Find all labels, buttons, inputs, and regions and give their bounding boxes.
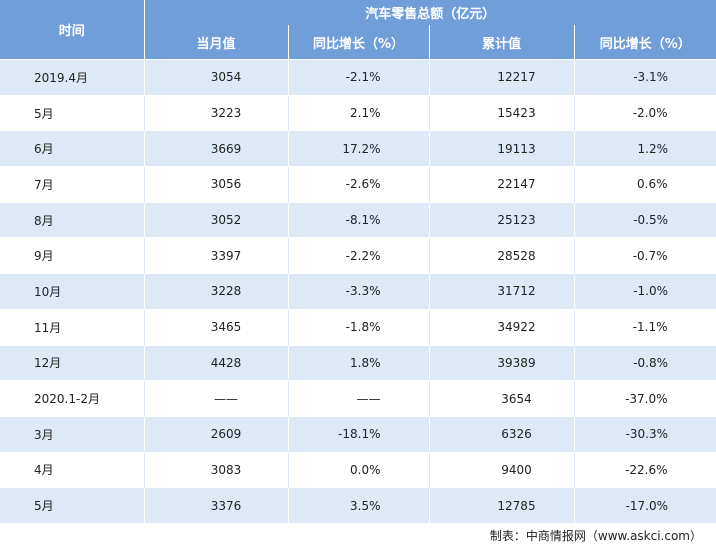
cell-cumulative: 25123 [429, 201, 575, 238]
cell-cumulative: 31712 [429, 273, 575, 310]
auto-retail-table: 时间 汽车零售总额（亿元） 当月值 同比增长（%） 累计值 同比增长（%） 20… [0, 0, 716, 523]
cell-cumulative: 3654 [429, 380, 575, 417]
cell-month-yoy: 0.0% [288, 451, 430, 488]
table-row: 11月 3465 -1.8% 34922 -1.1% [0, 308, 716, 345]
cell-month-yoy: 3.5% [288, 487, 430, 523]
cell-time: 6月 [0, 130, 145, 167]
cell-time: 2019.4月 [0, 59, 145, 96]
cell-cumulative-yoy: -2.0% [574, 94, 716, 131]
cell-cumulative-yoy: -17.0% [574, 487, 716, 523]
cell-month-yoy: -2.1% [288, 59, 430, 96]
cell-cumulative: 28528 [429, 237, 575, 274]
cell-month-yoy: -2.2% [288, 237, 430, 274]
table-row: 5月 3376 3.5% 12785 -17.0% [0, 487, 716, 523]
cell-cumulative-yoy: -22.6% [574, 451, 716, 488]
cell-month-value: 3228 [144, 273, 289, 310]
cell-month-value: 3054 [144, 59, 289, 96]
cell-cumulative-yoy: -1.1% [574, 308, 716, 345]
cell-cumulative-yoy: -30.3% [574, 415, 716, 453]
cell-cumulative: 34922 [429, 308, 575, 345]
cell-time: 5月 [0, 487, 145, 523]
table-row: 2019.4月 3054 -2.1% 12217 -3.1% [0, 59, 716, 96]
cell-month-yoy: -2.6% [288, 166, 430, 203]
cell-cumulative: 39389 [429, 344, 575, 381]
cell-cumulative-yoy: -3.1% [574, 59, 716, 96]
table-row: 9月 3397 -2.2% 28528 -0.7% [0, 237, 716, 274]
source-note: 制表：中商情报网（www.askci.com） [489, 529, 702, 543]
cell-cumulative-yoy: -1.0% [574, 273, 716, 310]
cell-month-value: 3223 [144, 94, 289, 131]
table-row: 8月 3052 -8.1% 25123 -0.5% [0, 201, 716, 238]
cell-cumulative-yoy: -37.0% [574, 380, 716, 417]
cell-month-yoy: 2.1% [288, 94, 430, 131]
cell-time: 3月 [0, 415, 145, 453]
table-row: 2020.1-2月 —— —— 3654 -37.0% [0, 380, 716, 417]
cell-month-value: 4428 [144, 344, 289, 381]
cell-cumulative: 9400 [429, 451, 575, 488]
cell-time: 9月 [0, 237, 145, 274]
cell-month-yoy: -1.8% [288, 308, 430, 345]
cell-time: 7月 [0, 166, 145, 203]
cell-time: 5月 [0, 94, 145, 131]
cell-cumulative: 15423 [429, 94, 575, 131]
cell-time: 4月 [0, 451, 145, 488]
cell-cumulative: 12785 [429, 487, 575, 523]
cell-month-yoy: —— [288, 380, 430, 417]
header-month-value: 当月值 [144, 25, 289, 60]
cell-month-yoy: -18.1% [288, 415, 430, 453]
cell-cumulative-yoy: -0.8% [574, 344, 716, 381]
cell-month-yoy: -3.3% [288, 273, 430, 310]
header-title: 汽车零售总额（亿元） [144, 0, 716, 25]
cell-month-value: —— [144, 380, 289, 417]
header-cumulative-yoy: 同比增长（%） [574, 25, 716, 60]
table-row: 4月 3083 0.0% 9400 -22.6% [0, 451, 716, 488]
cell-month-value: 2609 [144, 415, 289, 453]
table-row: 10月 3228 -3.3% 31712 -1.0% [0, 273, 716, 310]
cell-month-value: 3465 [144, 308, 289, 345]
table-header: 时间 汽车零售总额（亿元） 当月值 同比增长（%） 累计值 同比增长（%） [0, 0, 716, 60]
cell-cumulative: 19113 [429, 130, 575, 167]
cell-cumulative: 22147 [429, 166, 575, 203]
cell-month-value: 3052 [144, 201, 289, 238]
table-row: 3月 2609 -18.1% 6326 -30.3% [0, 415, 716, 453]
table-row: 5月 3223 2.1% 15423 -2.0% [0, 94, 716, 131]
cell-month-value: 3669 [144, 130, 289, 167]
header-cumulative: 累计值 [429, 25, 575, 60]
cell-time: 8月 [0, 201, 145, 238]
table-body: 2019.4月 3054 -2.1% 12217 -3.1% 5月 3223 2.1% 1542… [0, 59, 716, 523]
cell-time: 11月 [0, 308, 145, 345]
cell-time: 12月 [0, 344, 145, 381]
cell-month-yoy: 17.2% [288, 130, 430, 167]
cell-cumulative-yoy: -0.5% [574, 201, 716, 238]
cell-month-value: 3056 [144, 166, 289, 203]
cell-cumulative: 6326 [429, 415, 575, 453]
cell-time: 10月 [0, 273, 145, 310]
cell-month-value: 3397 [144, 237, 289, 274]
table-row: 6月 3669 17.2% 19113 1.2% [0, 130, 716, 167]
table-row: 7月 3056 -2.6% 22147 0.6% [0, 166, 716, 203]
cell-time: 2020.1-2月 [0, 380, 145, 417]
cell-cumulative-yoy: 1.2% [574, 130, 716, 167]
cell-month-value: 3376 [144, 487, 289, 523]
cell-cumulative-yoy: -0.7% [574, 237, 716, 274]
cell-month-value: 3083 [144, 451, 289, 488]
cell-month-yoy: -8.1% [288, 201, 430, 238]
header-month-yoy: 同比增长（%） [288, 25, 430, 60]
cell-cumulative-yoy: 0.6% [574, 166, 716, 203]
cell-cumulative: 12217 [429, 59, 575, 96]
cell-month-yoy: 1.8% [288, 344, 430, 381]
header-time: 时间 [0, 0, 145, 60]
table-row: 12月 4428 1.8% 39389 -0.8% [0, 344, 716, 381]
